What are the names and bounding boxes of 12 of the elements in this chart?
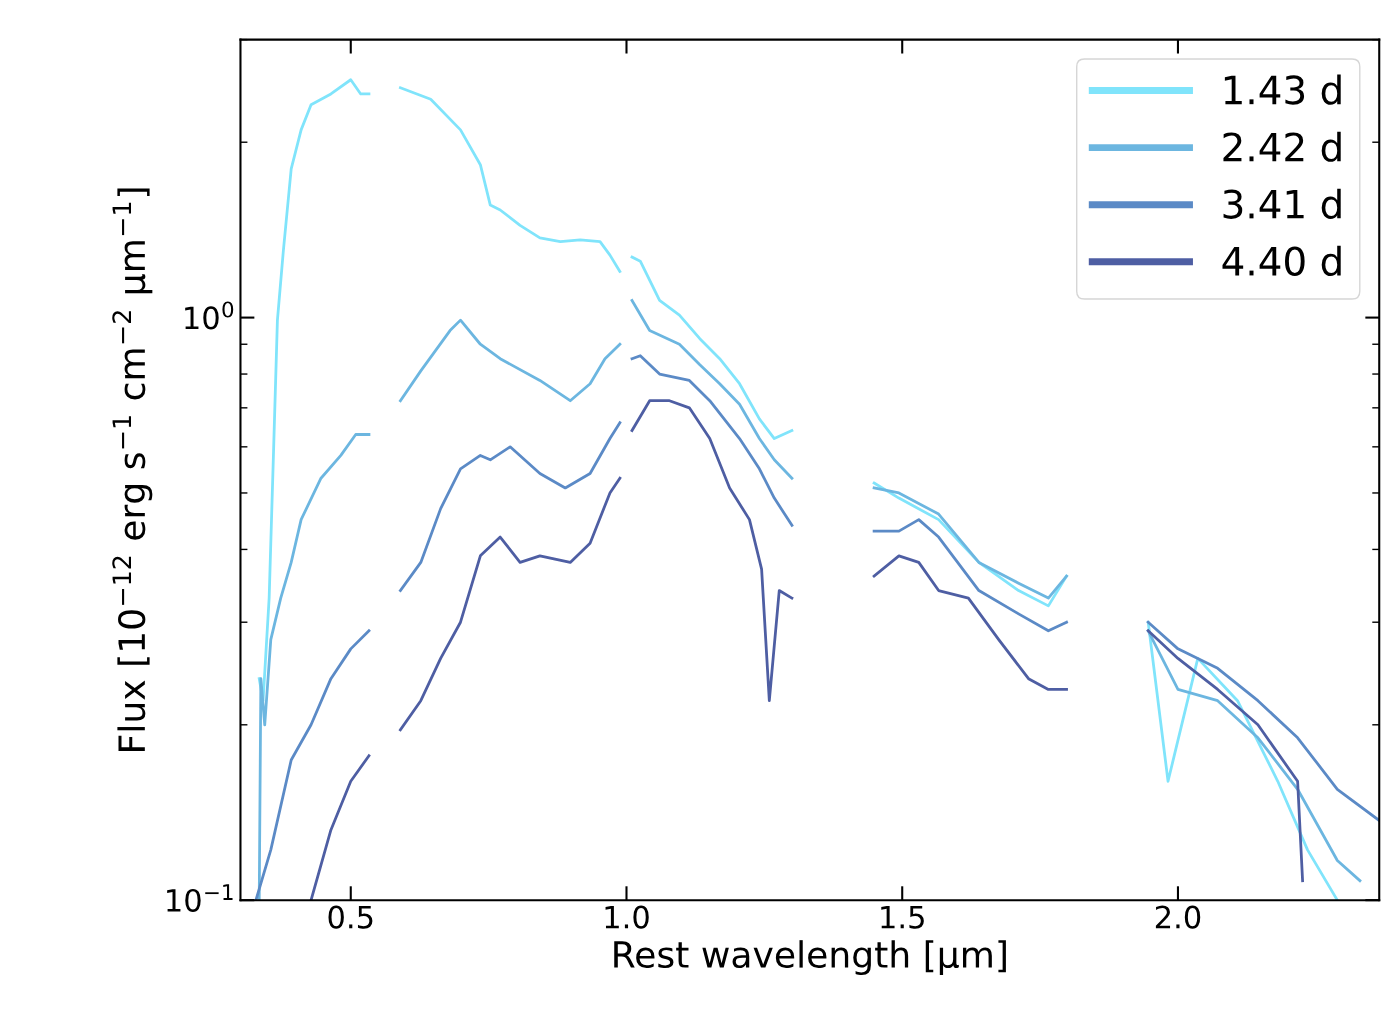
x-tick-label: 2.0: [1155, 905, 1201, 929]
legend-label: 1.43 d: [1224, 74, 1341, 105]
legend-label: 3.41 d: [1223, 188, 1341, 219]
x-tick-label: 0.5: [328, 905, 373, 929]
x-tick-label: 1.0: [605, 905, 649, 929]
y-tick-label: 10$^{−1}$: [167, 884, 233, 913]
text: Flux [10$^{−12}$ erg s$^{−1}$ cm$^{−2}$ µm$^{−1}$]: [112, 188, 153, 751]
x-axis-title: Rest wavelength [µm]: [614, 940, 1006, 976]
x-tick-label: 1.5: [881, 905, 924, 929]
y-tick-label: 10$^{0}$: [185, 301, 234, 330]
legend-label: 4.40 d: [1222, 245, 1341, 276]
legend-label: 2.42 d: [1223, 131, 1341, 162]
